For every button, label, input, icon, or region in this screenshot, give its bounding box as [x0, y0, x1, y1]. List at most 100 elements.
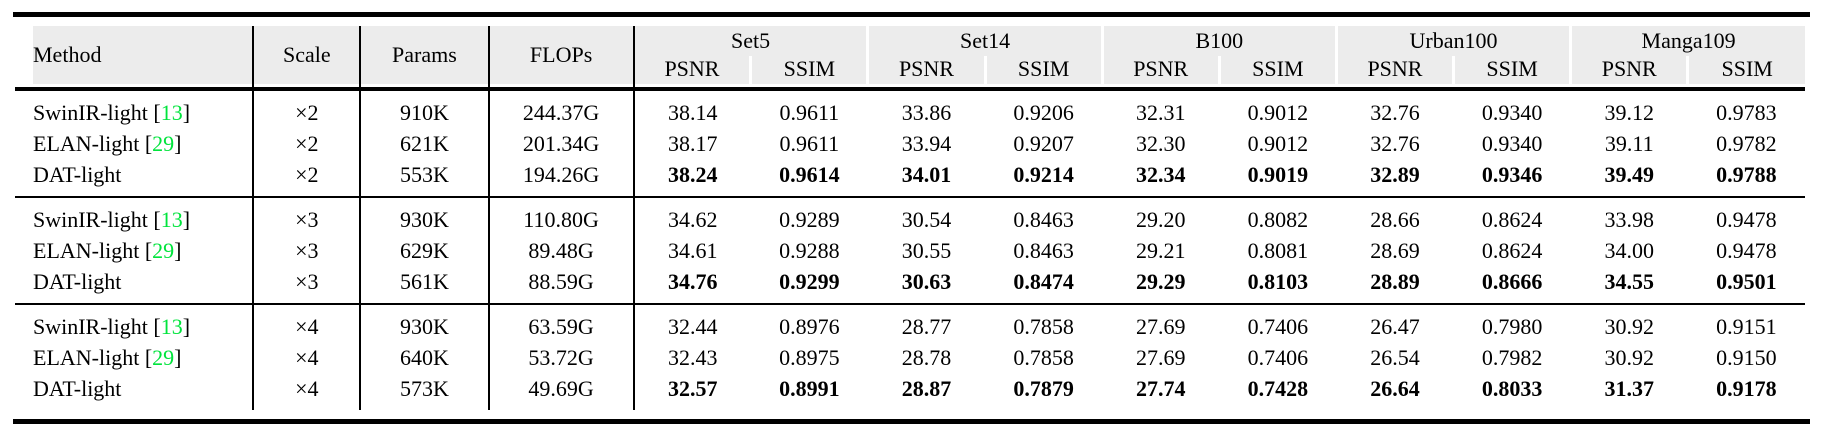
flops-cell: 49.69G [488, 373, 635, 410]
metric-value-cell: 34.61 [667, 237, 718, 263]
method-cell: SwinIR-light [13] [15, 89, 255, 128]
header-dataset-set14: Set14 [866, 26, 1103, 56]
method-cell: ELAN-light [29] [15, 342, 255, 373]
metric-value-cell: 0.9478 [1716, 237, 1777, 263]
metric-value-cell: 0.8081 [1247, 237, 1309, 263]
metric-value-cell: 38.17 [667, 130, 718, 156]
table-row: DAT-light ×4 573K 49.69G 32.57 0.8991 28.87 0.7… [15, 373, 1805, 410]
header-dataset-urban100: Urban100 [1334, 26, 1571, 56]
header-psnr: PSNR [1569, 56, 1688, 91]
params-cell: 621K [360, 128, 490, 159]
metric-value-cell: 0.9289 [779, 206, 840, 232]
method-cell: ELAN-light [29] [15, 235, 255, 266]
method-name: SwinIR-light [33, 99, 148, 125]
citation-number: 13 [160, 206, 183, 232]
table-row: ELAN-light [29] ×2 621K 201.34G 38.17 0.9611 3… [15, 128, 1805, 159]
scale-cell: ×3 [253, 197, 362, 235]
metric-value-cell: 30.92 [1604, 313, 1654, 339]
metric-value-cell: 28.89 [1370, 268, 1420, 294]
metric-value-cell: 0.9206 [1013, 99, 1074, 125]
method-name: SwinIR-light [33, 206, 148, 232]
metric-value-cell: 0.9012 [1247, 99, 1309, 125]
table-row: DAT-light ×3 561K 88.59G 34.76 0.9299 30.63 0.8… [15, 266, 1805, 304]
scale-cell: ×4 [253, 373, 362, 410]
metric-value-cell: 32.30 [1135, 130, 1186, 156]
metric-value-cell: 0.7980 [1481, 313, 1543, 339]
metric-value-cell: 33.98 [1604, 206, 1654, 232]
flops-cell: 89.48G [488, 235, 635, 266]
metric-value-cell: 29.20 [1135, 206, 1186, 232]
metric-value-cell: 0.9207 [1013, 130, 1074, 156]
cite-open-bracket: [ [144, 130, 153, 156]
metric-value-cell: 0.8103 [1247, 268, 1309, 294]
metric-value-cell: 32.31 [1135, 99, 1186, 125]
metric-value-cell: 0.9299 [779, 268, 840, 294]
metric-value-cell: 28.69 [1370, 237, 1420, 263]
metric-value-cell: 39.12 [1604, 99, 1654, 125]
cite-open-bracket: [ [153, 313, 161, 339]
flops-cell: 201.34G [488, 128, 635, 159]
scale-cell: ×2 [253, 159, 362, 197]
params-cell: 930K [360, 304, 490, 342]
metric-value-cell: 26.64 [1370, 375, 1420, 401]
cite-open-bracket: [ [153, 99, 161, 125]
method-name: DAT-light [33, 161, 122, 187]
metric-value-cell: 0.8666 [1481, 268, 1543, 294]
table-row: SwinIR-light [13] ×4 930K 63.59G 32.44 0.8976… [15, 304, 1805, 342]
metric-value-cell: 0.8463 [1013, 206, 1074, 232]
table-row: SwinIR-light [13] ×3 930K 110.80G 34.62 0.928… [15, 197, 1805, 235]
metric-value-cell: 0.9288 [779, 237, 840, 263]
cite-open-bracket: [ [144, 344, 153, 370]
method-cell: DAT-light [15, 266, 255, 304]
header-ssim: SSIM [749, 56, 868, 91]
metric-value-cell: 39.11 [1604, 130, 1654, 156]
method-cell: DAT-light [15, 159, 255, 197]
metric-value-cell: 33.94 [901, 130, 952, 156]
params-cell: 573K [360, 373, 490, 410]
metric-value-cell: 33.86 [901, 99, 952, 125]
metric-value-cell: 0.9614 [779, 161, 840, 187]
metric-value-cell: 0.9019 [1247, 161, 1309, 187]
flops-cell: 63.59G [488, 304, 635, 342]
metric-value-cell: 0.7406 [1247, 313, 1309, 339]
metric-value-cell: 29.29 [1135, 268, 1186, 294]
metric-value-cell: 32.89 [1370, 161, 1420, 187]
metric-value-cell: 0.9783 [1716, 99, 1777, 125]
method-cell: SwinIR-light [13] [15, 197, 255, 235]
header-ssim: SSIM [1686, 56, 1805, 91]
metric-value-cell: 30.92 [1604, 344, 1654, 370]
metric-value-cell: 27.69 [1135, 344, 1186, 370]
params-cell: 629K [360, 235, 490, 266]
metric-value-cell: 0.9214 [1013, 161, 1074, 187]
metric-value-cell: 30.63 [901, 268, 952, 294]
cite-close-bracket: ] [182, 99, 191, 125]
metric-value-cell: 0.8082 [1247, 206, 1309, 232]
metric-value-cell: 38.14 [667, 99, 718, 125]
metric-value-cell: 0.8624 [1481, 237, 1543, 263]
metric-value-cell: 0.9340 [1481, 130, 1543, 156]
citation-number: 13 [160, 313, 183, 339]
method-name: DAT-light [33, 375, 122, 401]
metric-value-cell: 34.62 [667, 206, 718, 232]
metric-value-cell: 34.01 [901, 161, 952, 187]
metric-value-cell: 0.7428 [1247, 375, 1309, 401]
cite-open-bracket: [ [144, 237, 153, 263]
metric-value-cell: 0.9150 [1716, 344, 1777, 370]
citation-number: 29 [152, 130, 175, 156]
citation-number: 29 [152, 344, 175, 370]
params-cell: 930K [360, 197, 490, 235]
metric-value-cell: 28.77 [901, 313, 952, 339]
table-row: SwinIR-light [13] ×2 910K 244.37G 38.14 0.961… [15, 89, 1805, 128]
params-cell: 640K [360, 342, 490, 373]
cite-close-bracket: ] [182, 206, 191, 232]
flops-cell: 194.26G [488, 159, 635, 197]
flops-cell: 88.59G [488, 266, 635, 304]
header-dataset-b100: B100 [1100, 26, 1337, 56]
method-cell: DAT-light [15, 373, 255, 410]
method-cell: ELAN-light [29] [15, 128, 255, 159]
metric-value-cell: 28.66 [1370, 206, 1420, 232]
metric-value-cell: 0.8975 [779, 344, 840, 370]
metric-value-cell: 0.8474 [1013, 268, 1074, 294]
metric-value-cell: 34.55 [1604, 268, 1654, 294]
